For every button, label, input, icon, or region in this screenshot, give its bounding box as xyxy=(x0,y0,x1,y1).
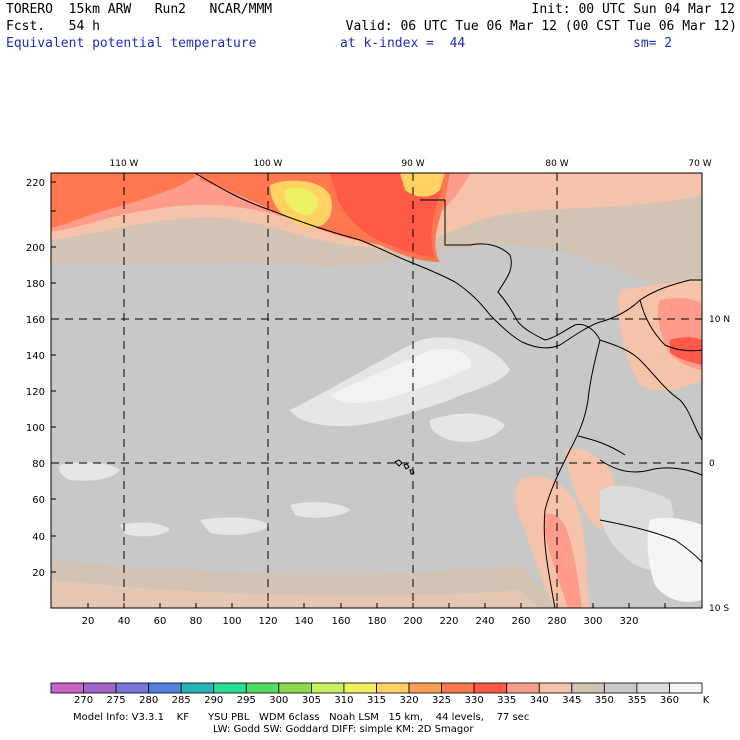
init-time: Init: 00 UTC Sun 04 Mar 12 xyxy=(531,2,736,17)
x-tick-label: 60 xyxy=(154,616,167,627)
y-tick-label: 100 xyxy=(26,423,45,434)
y-tick-label: 20 xyxy=(32,568,45,579)
colorbar-swatch xyxy=(636,682,670,694)
colorbar-swatch xyxy=(50,682,84,694)
colorbar-swatch xyxy=(310,682,345,694)
colorbar-level-label: 280 xyxy=(139,695,159,706)
x-tick-label: 40 xyxy=(118,616,131,627)
colorbar-level-label: 300 xyxy=(269,695,289,706)
x-tick-label: 80 xyxy=(190,616,203,627)
y-tick-label: 80 xyxy=(32,459,45,470)
colorbar-level-label: 295 xyxy=(236,695,256,706)
colorbar xyxy=(50,682,703,694)
x-tick-label: 160 xyxy=(331,616,350,627)
lon-label: 80 W xyxy=(545,159,568,169)
y-axis: 20 40 60 80 100 120 140 160 180 200 220 xyxy=(26,178,56,579)
y-tick-label: 160 xyxy=(26,315,45,326)
x-tick-label: 300 xyxy=(583,616,602,627)
coastlines xyxy=(194,173,702,608)
lon-label: 70 W xyxy=(688,159,711,169)
colorbar-swatch xyxy=(83,682,117,694)
field-shading xyxy=(51,173,702,608)
colorbar-level-label: 320 xyxy=(399,695,419,706)
colorbar-swatch xyxy=(376,682,410,694)
lon-label: 110 W xyxy=(110,159,139,169)
colorbar-level-label: 310 xyxy=(334,695,354,706)
colorbar-swatch xyxy=(669,682,703,694)
colorbar-level-label: 290 xyxy=(204,695,224,706)
colorbar-swatch xyxy=(408,682,442,694)
colorbar-level-label: 275 xyxy=(106,695,126,706)
model-info: Model Info: V3.3.1 KF YSU PBL WDM 6class… xyxy=(73,712,530,723)
colorbar-swatch xyxy=(245,682,280,694)
colorbar-level-label: 270 xyxy=(74,695,94,706)
x-tick-label: 140 xyxy=(294,616,313,627)
colorbar-swatch xyxy=(473,682,508,694)
colorbar-level-label: 315 xyxy=(366,695,387,706)
colorbar-level-label: 330 xyxy=(464,695,484,706)
x-tick-label: 100 xyxy=(222,616,241,627)
x-tick-label: 120 xyxy=(258,616,277,627)
colorbar-level-label: 350 xyxy=(594,695,614,706)
colorbar-swatch xyxy=(506,682,540,694)
valid-time: Valid: 06 UTC Tue 06 Mar 12 (00 CST Tue … xyxy=(345,19,737,34)
colorbar-swatch xyxy=(603,682,638,694)
y-tick-label: 220 xyxy=(26,178,45,189)
colorbar-swatch xyxy=(115,682,150,694)
colorbar-level-label: 355 xyxy=(627,695,647,706)
x-tick-label: 240 xyxy=(475,616,494,627)
colorbar-swatch xyxy=(441,682,475,694)
x-tick-label: 20 xyxy=(82,616,95,627)
colorbar-swatch xyxy=(343,682,377,694)
x-axis: 20 40 60 80 100 120 140 160 180 200 220 … xyxy=(82,603,666,627)
colorbar-level-label: 360 xyxy=(659,695,679,706)
x-tick-label: 260 xyxy=(511,616,530,627)
lat-label: 0 xyxy=(709,459,715,469)
y-tick-label: 60 xyxy=(32,495,45,506)
geo-labels: 110 W 100 W 90 W 80 W 70 W 10 N 0 10 S xyxy=(110,159,731,614)
colorbar-swatch xyxy=(571,682,605,694)
y-tick-label: 180 xyxy=(26,279,45,290)
colorbar-swatch xyxy=(180,682,215,694)
physics-info: LW: Godd SW: Goddard DIFF: simple KM: 2D… xyxy=(213,724,474,735)
smoothing-info: sm= 2 xyxy=(633,36,673,51)
y-tick-label: 140 xyxy=(26,351,45,362)
colorbar-level-label: 325 xyxy=(432,695,452,706)
field-name: Equivalent potential temperature xyxy=(6,36,257,51)
colorbar-swatch xyxy=(213,682,247,694)
forecast-hour: Fcst. 54 h xyxy=(6,19,100,34)
graticule xyxy=(51,173,702,608)
colorbar-level-label: 345 xyxy=(562,695,582,706)
level-info: at k-index = 44 xyxy=(340,36,466,51)
model-title: TORERO 15km ARW Run2 NCAR/MMM xyxy=(6,2,273,17)
colorbar-swatch xyxy=(148,682,182,694)
lon-label: 100 W xyxy=(254,159,283,169)
x-tick-label: 220 xyxy=(439,616,458,627)
colorbar-swatch xyxy=(278,682,312,694)
lat-label: 10 S xyxy=(709,604,729,614)
y-tick-label: 200 xyxy=(26,243,45,254)
colorbar-level-label: 335 xyxy=(497,695,517,706)
x-tick-label: 180 xyxy=(367,616,386,627)
x-tick-label: 280 xyxy=(547,616,566,627)
colorbar-level-label: 305 xyxy=(301,695,321,706)
x-tick-label: 320 xyxy=(619,616,638,627)
x-tick-label: 200 xyxy=(403,616,422,627)
y-tick-label: 40 xyxy=(32,532,45,543)
lat-label: 10 N xyxy=(709,315,730,325)
colorbar-level-label: 340 xyxy=(529,695,549,706)
colorbar-unit: K xyxy=(702,695,710,706)
lon-label: 90 W xyxy=(401,159,424,169)
colorbar-swatch xyxy=(538,682,573,694)
colorbar-level-label: 285 xyxy=(171,695,191,706)
y-tick-label: 120 xyxy=(26,387,45,398)
